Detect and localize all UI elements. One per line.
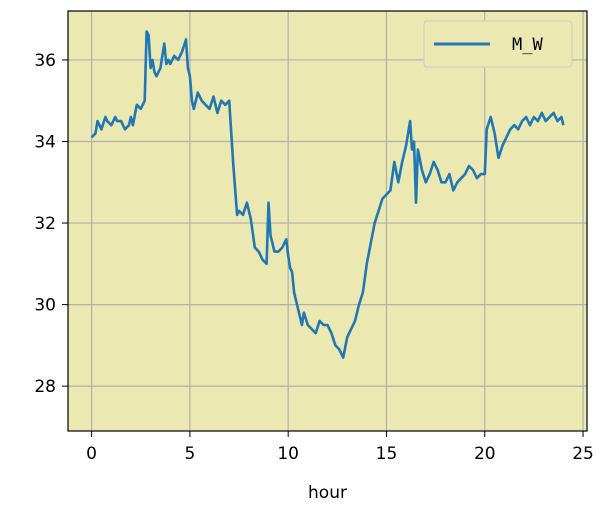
y-tick-label: 30 — [34, 296, 56, 316]
x-tick-label: 15 — [376, 444, 398, 464]
y-tick-label: 34 — [34, 132, 56, 152]
x-tick-label: 5 — [184, 444, 195, 464]
x-axis-label: hour — [308, 483, 347, 503]
y-tick-label: 36 — [34, 51, 56, 71]
x-tick-label: 20 — [474, 444, 496, 464]
x-axis: 0 5 10 15 20 25 — [86, 431, 594, 464]
plot-background — [68, 11, 587, 431]
series-layer — [90, 30, 565, 359]
x-tick-label: 0 — [86, 444, 97, 464]
legend: M_W — [423, 20, 573, 68]
y-tick-label: 28 — [34, 377, 56, 397]
plot-frame — [67, 10, 588, 432]
series-line-m-w — [90, 30, 565, 359]
y-axis: 28 30 32 34 36 — [34, 51, 68, 397]
x-tick-label: 10 — [277, 444, 299, 464]
legend-label: M_W — [512, 35, 543, 55]
x-tick-label: 25 — [572, 444, 594, 464]
y-tick-label: 32 — [34, 214, 56, 234]
legend-box — [423, 20, 573, 68]
